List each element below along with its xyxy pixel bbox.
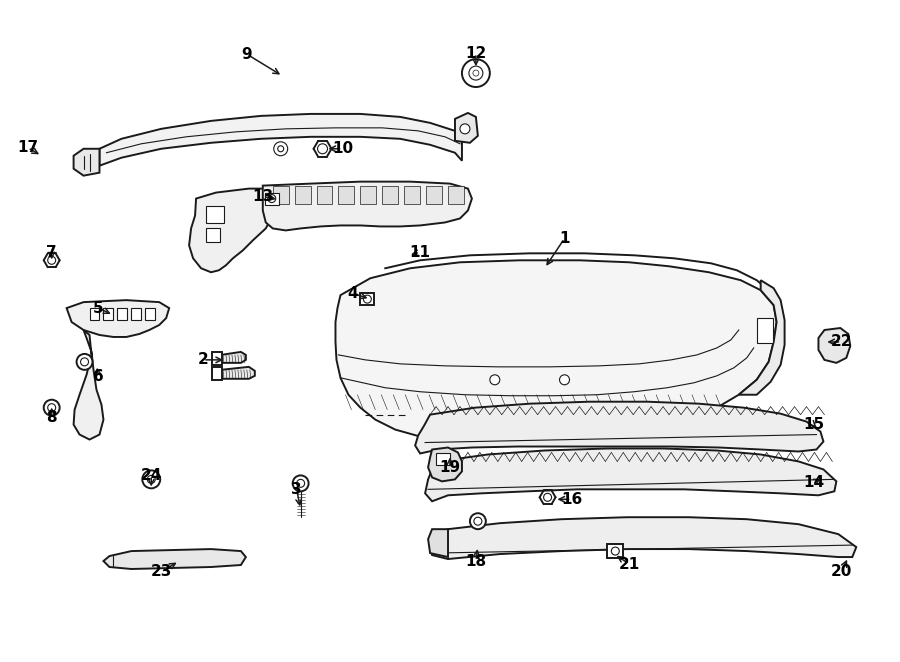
Polygon shape: [415, 402, 824, 453]
Bar: [448, 185, 464, 203]
Polygon shape: [428, 448, 462, 481]
Circle shape: [474, 517, 482, 525]
Bar: [360, 185, 376, 203]
Polygon shape: [221, 352, 246, 363]
Polygon shape: [100, 114, 462, 166]
Text: 7: 7: [47, 245, 57, 260]
Polygon shape: [67, 300, 169, 337]
Text: 11: 11: [410, 245, 430, 260]
Text: 3: 3: [292, 482, 302, 497]
Text: 1: 1: [559, 231, 570, 246]
Text: 5: 5: [94, 301, 104, 316]
Text: 6: 6: [93, 369, 104, 385]
Circle shape: [560, 375, 570, 385]
Polygon shape: [455, 113, 478, 143]
Circle shape: [44, 400, 59, 416]
Bar: [436, 453, 450, 465]
Bar: [145, 308, 155, 320]
Bar: [294, 185, 310, 203]
Text: 20: 20: [831, 565, 852, 579]
Text: 22: 22: [831, 334, 852, 350]
Circle shape: [48, 256, 56, 264]
Bar: [104, 308, 113, 320]
Circle shape: [292, 475, 309, 491]
Circle shape: [48, 404, 56, 412]
Polygon shape: [739, 280, 785, 395]
Bar: [273, 185, 289, 203]
Text: 4: 4: [347, 286, 357, 301]
Circle shape: [274, 142, 288, 156]
Bar: [317, 185, 332, 203]
Bar: [212, 367, 222, 380]
Text: 14: 14: [803, 475, 824, 490]
Circle shape: [472, 70, 479, 76]
Bar: [265, 193, 279, 205]
Text: 18: 18: [465, 553, 487, 569]
Circle shape: [297, 479, 304, 487]
Circle shape: [470, 513, 486, 529]
Circle shape: [318, 144, 328, 154]
Text: 19: 19: [439, 460, 461, 475]
Text: 16: 16: [561, 492, 582, 507]
Text: 21: 21: [618, 557, 640, 571]
Bar: [338, 185, 355, 203]
Bar: [426, 185, 442, 203]
Circle shape: [142, 471, 160, 489]
Polygon shape: [263, 181, 472, 230]
Circle shape: [278, 146, 284, 152]
Bar: [206, 205, 224, 224]
Circle shape: [490, 375, 500, 385]
Text: 23: 23: [150, 565, 172, 579]
Text: 17: 17: [17, 140, 39, 156]
Polygon shape: [189, 189, 273, 272]
Circle shape: [268, 195, 275, 203]
Circle shape: [544, 493, 552, 501]
Bar: [89, 308, 100, 320]
Bar: [131, 308, 141, 320]
Text: 9: 9: [241, 46, 252, 62]
Bar: [360, 293, 374, 305]
Text: 8: 8: [47, 410, 57, 425]
Polygon shape: [428, 529, 448, 557]
Text: 10: 10: [332, 141, 353, 156]
Text: 12: 12: [465, 46, 487, 61]
Bar: [117, 308, 128, 320]
Bar: [212, 352, 222, 365]
Circle shape: [460, 124, 470, 134]
Polygon shape: [104, 549, 246, 569]
Bar: [608, 544, 624, 558]
Text: 2: 2: [198, 352, 209, 367]
Polygon shape: [74, 330, 104, 440]
Circle shape: [364, 295, 372, 303]
Polygon shape: [430, 517, 856, 559]
Bar: [757, 318, 772, 343]
Text: 15: 15: [803, 417, 824, 432]
Bar: [382, 185, 398, 203]
Polygon shape: [818, 328, 850, 363]
Circle shape: [469, 66, 483, 80]
Circle shape: [81, 358, 88, 366]
Polygon shape: [221, 367, 255, 379]
Circle shape: [76, 354, 93, 370]
Text: 13: 13: [252, 189, 274, 204]
Bar: [206, 228, 220, 242]
Circle shape: [148, 475, 155, 483]
Circle shape: [611, 547, 619, 555]
Polygon shape: [336, 260, 777, 446]
Bar: [404, 185, 420, 203]
Polygon shape: [425, 448, 836, 501]
Text: 24: 24: [140, 468, 162, 483]
Polygon shape: [74, 149, 100, 175]
Circle shape: [462, 59, 490, 87]
